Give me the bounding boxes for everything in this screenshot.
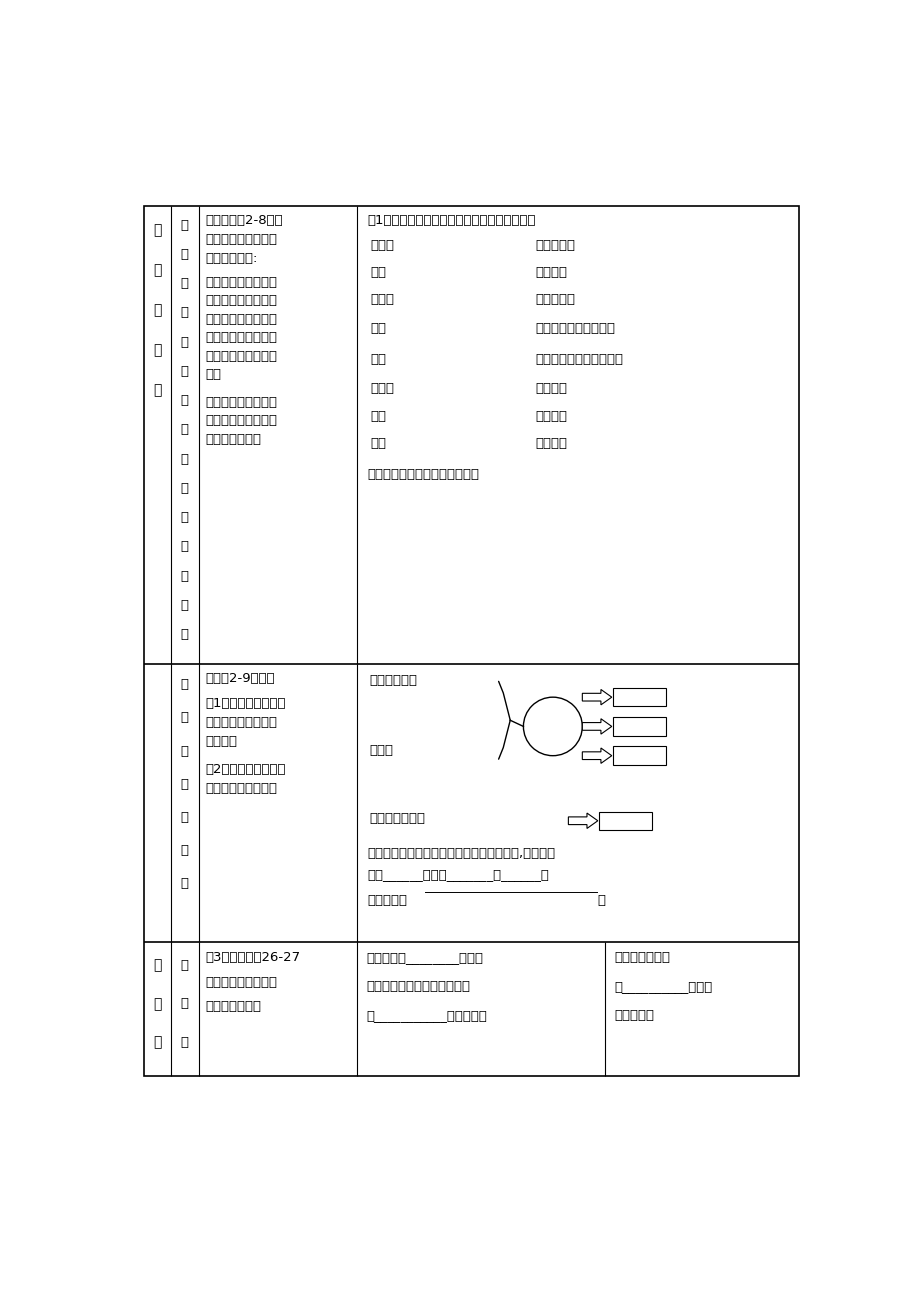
Text: 结合初中所学过的知: 结合初中所学过的知: [205, 276, 277, 289]
Text: 在人体内的代谢途径: 在人体内的代谢途径: [205, 716, 277, 729]
Text: 激素间的作用。: 激素间的作用。: [205, 1000, 261, 1013]
Text: 激: 激: [153, 958, 162, 973]
Text: 分: 分: [180, 306, 188, 319]
Text: 学过几种激素？这些: 学过几种激素？这些: [205, 312, 277, 326]
Text: 的是______分泌的_______和______。: 的是______分泌的_______和______。: [368, 868, 549, 881]
Text: 发育的作用: 发育的作用: [614, 1009, 653, 1022]
Text: 节: 节: [180, 878, 188, 891]
Text: 调: 调: [180, 997, 188, 1010]
Text: 节: 节: [153, 263, 162, 277]
Text: 的: 的: [180, 958, 188, 971]
Text: 生理效应都发挥作用，从而达: 生理效应都发挥作用，从而达: [366, 980, 470, 993]
Text: 胰腺: 胰腺: [370, 437, 386, 450]
Text: 功: 功: [180, 599, 188, 612]
Bar: [613, 717, 665, 736]
Text: 例如：生长激素: 例如：生长激素: [614, 950, 669, 963]
Polygon shape: [582, 747, 611, 763]
Text: 垂体: 垂体: [370, 267, 386, 280]
Text: 胸腺激素: 胸腺激素: [535, 267, 566, 280]
Polygon shape: [582, 690, 611, 704]
Text: 肾上腺: 肾上腺: [370, 293, 394, 306]
Text: 泌的激素思考:: 泌的激素思考:: [205, 251, 257, 264]
Text: 素: 素: [153, 997, 162, 1012]
Text: 泌: 泌: [180, 482, 188, 495]
Text: 官分泌的？有什么功: 官分泌的？有什么功: [205, 349, 277, 362]
Text: 脂肪等非糖物质: 脂肪等非糖物质: [369, 812, 425, 825]
Text: 肝糖原: 肝糖原: [369, 743, 392, 756]
Text: 调: 调: [153, 223, 162, 237]
Text: 甲状腺激素: 甲状腺激素: [535, 238, 574, 251]
Text: 腺: 腺: [180, 365, 188, 378]
Text: 其: 其: [180, 423, 188, 436]
Text: 雄性激素: 雄性激素: [535, 437, 566, 450]
Text: 发: 发: [153, 344, 162, 357]
Polygon shape: [568, 812, 597, 828]
Text: 调: 调: [153, 1035, 162, 1049]
Text: 的: 的: [180, 811, 188, 824]
Text: 主: 主: [180, 219, 188, 232]
Text: 调: 调: [180, 844, 188, 857]
Text: 协同作用：________对同一: 协同作用：________对同一: [366, 950, 482, 963]
Text: （1）连线：将各种腺体及其分泌的激素连起来: （1）连线：将各种腺体及其分泌的激素连起来: [368, 214, 536, 227]
Text: 激素分别是由什么器: 激素分别是由什么器: [205, 331, 277, 344]
Text: 节: 节: [180, 1035, 188, 1048]
Text: （1）正常情况下糖类: （1）正常情况下糖类: [205, 697, 285, 710]
Text: 内分泌腺及其分泌的: 内分泌腺及其分泌的: [205, 414, 277, 427]
Text: 衡: 衡: [180, 777, 188, 790]
Bar: [144, 206, 798, 1077]
Text: 现: 现: [153, 383, 162, 397]
Text: 血: 血: [180, 678, 188, 691]
Text: 甲状腺: 甲状腺: [370, 381, 394, 395]
Text: 的: 的: [153, 303, 162, 318]
Text: 归纳介绍人体主要的: 归纳介绍人体主要的: [205, 396, 277, 409]
Text: 泌: 泌: [180, 336, 188, 349]
Text: （2）机体是通过什么: （2）机体是通过什么: [205, 763, 285, 776]
Text: 平: 平: [180, 745, 188, 758]
Text: 识想一想我们在初中: 识想一想我们在初中: [205, 294, 277, 307]
Text: 通过资料查阅各种激素的功能：: 通过资料查阅各种激素的功能：: [368, 469, 479, 482]
Text: 和: 和: [180, 570, 188, 583]
Text: 分泌胰岛素: 分泌胰岛素: [535, 293, 574, 306]
Bar: [613, 687, 665, 707]
Text: 主要内分泌腺及其分: 主要内分泌腺及其分: [205, 233, 277, 246]
Text: 卵巢: 卵巢: [370, 322, 386, 335]
Text: 要: 要: [180, 247, 188, 260]
Text: 激素种类和功能: 激素种类和功能: [205, 432, 261, 445]
Text: 雌性激素: 雌性激素: [535, 410, 566, 423]
Text: 。: 。: [596, 894, 605, 907]
Text: 生长激素、促甲状腺激素: 生长激素、促甲状腺激素: [535, 353, 622, 366]
Text: 激: 激: [180, 512, 188, 525]
Text: 睮丸: 睮丸: [370, 353, 386, 366]
Text: 是什么？: 是什么？: [205, 734, 237, 747]
Text: 素: 素: [180, 540, 188, 553]
Text: 到___________效应的结果: 到___________效应的结果: [366, 1009, 486, 1022]
Text: 糖: 糖: [180, 711, 188, 724]
Text: 肾上腺素: 肾上腺素: [535, 381, 566, 395]
Text: 及: 及: [180, 395, 188, 408]
Text: 和__________对生长: 和__________对生长: [614, 980, 711, 993]
Text: 能？: 能？: [205, 368, 221, 381]
Text: 促甲状腺激素释放激素: 促甲状腺激素释放激素: [535, 322, 615, 335]
Bar: [598, 811, 652, 829]
Text: 页模型构建思考相关: 页模型构建思考相关: [205, 975, 277, 988]
Text: 观察图2-9思考：: 观察图2-9思考：: [205, 672, 274, 685]
Text: 机体是通过一些特定的激素来调节血糖平衡,其中主要: 机体是通过一些特定的激素来调节血糖平衡,其中主要: [368, 846, 555, 859]
Text: 分: 分: [180, 453, 188, 466]
Bar: [613, 746, 665, 764]
Polygon shape: [582, 719, 611, 734]
Text: 反馈调节：: 反馈调节：: [368, 894, 407, 907]
Text: 能: 能: [180, 629, 188, 642]
Text: 下丘脑: 下丘脑: [370, 238, 394, 251]
Text: 胸腺: 胸腺: [370, 410, 386, 423]
Text: 内: 内: [180, 277, 188, 290]
Text: （3）阅读课本26-27: （3）阅读课本26-27: [205, 950, 300, 963]
Text: 观察课本图2-8人体: 观察课本图2-8人体: [205, 214, 282, 227]
Text: 方式维持血糖平衡？: 方式维持血糖平衡？: [205, 783, 277, 796]
Text: 食物中的糖类: 食物中的糖类: [369, 674, 416, 687]
